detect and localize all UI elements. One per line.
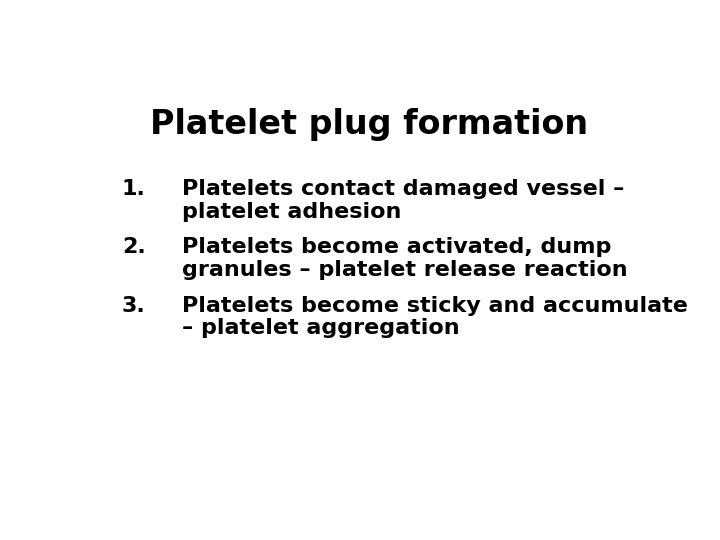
Text: 1.: 1. [122,179,145,199]
Text: Platelets contact damaged vessel –: Platelets contact damaged vessel – [182,179,624,199]
Text: platelet adhesion: platelet adhesion [182,202,402,222]
Text: 2.: 2. [122,238,145,258]
Text: Platelets become sticky and accumulate: Platelets become sticky and accumulate [182,295,688,315]
Text: Platelet plug formation: Platelet plug formation [150,109,588,141]
Text: granules – platelet release reaction: granules – platelet release reaction [182,260,628,280]
Text: – platelet aggregation: – platelet aggregation [182,319,459,339]
Text: 3.: 3. [122,295,145,315]
Text: Platelets become activated, dump: Platelets become activated, dump [182,238,611,258]
